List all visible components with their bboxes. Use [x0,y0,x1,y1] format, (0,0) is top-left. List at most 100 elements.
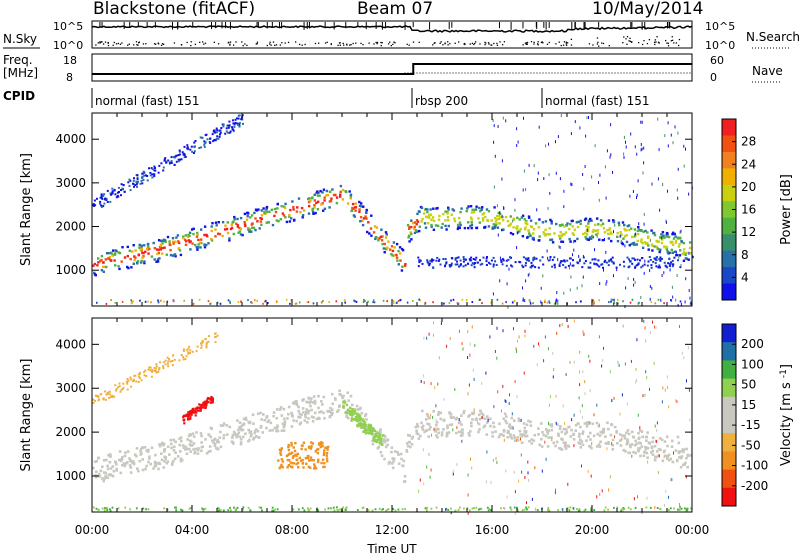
velocity-cell [272,411,276,414]
velocity-cell [538,342,539,346]
power-cell [444,224,447,228]
velocity-cell [381,434,385,437]
power-cell [655,265,658,268]
power-cell [161,242,164,245]
velocity-cell [513,436,517,440]
power-cell [647,248,650,251]
velocity-cell [665,435,669,439]
power-cell [682,259,686,262]
power-cell [146,179,149,182]
power-cell [612,220,615,224]
velocity-cell [300,413,303,417]
velocity-cell [109,473,112,476]
velocity-cell [577,422,580,425]
power-cell [295,210,299,213]
velocity-cell [485,480,487,484]
velocity-cell [638,441,641,444]
power-cell [311,210,315,214]
nsearch-dot [155,43,157,45]
velocity-cell [135,380,138,383]
power-cell [486,256,488,258]
power-cell [222,125,225,128]
power-cell [521,235,525,238]
velocity-cell [678,509,681,511]
velocity-cell [403,475,407,478]
velocity-cell [651,449,654,453]
velocity-cell [129,378,132,381]
power-cell [492,119,494,123]
power-cell [674,125,676,129]
velocity-cell [521,509,524,512]
power-cell [101,197,104,200]
power-cell [559,224,562,227]
velocity-cell [626,402,628,406]
power-cell [685,251,688,255]
nsearch-dot [525,43,527,45]
y-tick-label: 1000 [55,469,86,483]
velocity-cell [356,412,359,415]
power-cell [674,241,677,244]
nsearch-dot [646,42,649,45]
power-cell [265,299,267,302]
power-cell [672,295,674,299]
velocity-cell [611,438,615,442]
power-cell [683,164,685,168]
velocity-cell [571,418,573,422]
velocity-cell [517,509,519,512]
velocity-cell [188,507,191,510]
velocity-cell [379,434,382,437]
velocity-cell [468,383,470,387]
power-cell [456,263,459,266]
power-cell [474,262,476,264]
power-cell [298,301,301,304]
velocity-cell [681,351,683,355]
velocity-cell [583,422,587,425]
power-cell [432,259,435,262]
velocity-cell [295,419,298,423]
nsearch-dot [163,43,165,46]
velocity-cell [354,412,357,415]
nsearch-dot [97,42,99,44]
velocity-cell [513,439,517,442]
velocity-cell [157,461,161,465]
velocity-cell [635,367,637,371]
power-cell [362,205,365,208]
nsearch-dot [598,45,600,47]
power-cell [632,242,635,245]
power-cell [182,237,185,240]
velocity-cell [504,507,506,511]
velocity-cell [638,436,641,440]
power-cell [671,251,674,254]
power-cell [100,195,103,197]
velocity-colorbar-tick-label: 15 [741,398,756,412]
velocity-cell [579,350,581,354]
nsearch-dot [667,45,670,47]
velocity-cell [163,450,166,453]
velocity-cell [193,452,196,455]
velocity-cell [516,438,518,442]
velocity-cell [171,360,174,362]
velocity-cell [590,474,592,478]
nsearch-dot [458,41,460,43]
power-cell [522,266,525,269]
power-cell [546,301,549,304]
power-cell [440,226,443,229]
power-cell [247,228,250,231]
power-cell [211,222,214,225]
velocity-cell [671,439,674,443]
nsearch-dot [484,43,486,46]
power-cell [650,301,653,303]
velocity-cell [470,457,471,461]
velocity-cell [472,411,476,415]
nsearch-dot [381,42,383,44]
power-cell [201,136,204,139]
velocity-cell [309,400,312,403]
power-cell [537,171,539,175]
power-cell [603,231,607,234]
power-cell [315,191,318,195]
velocity-cell [377,432,380,435]
velocity-cell [327,445,330,449]
velocity-cell [638,429,642,432]
nsearch-dot [95,44,97,46]
power-cell [583,262,586,265]
